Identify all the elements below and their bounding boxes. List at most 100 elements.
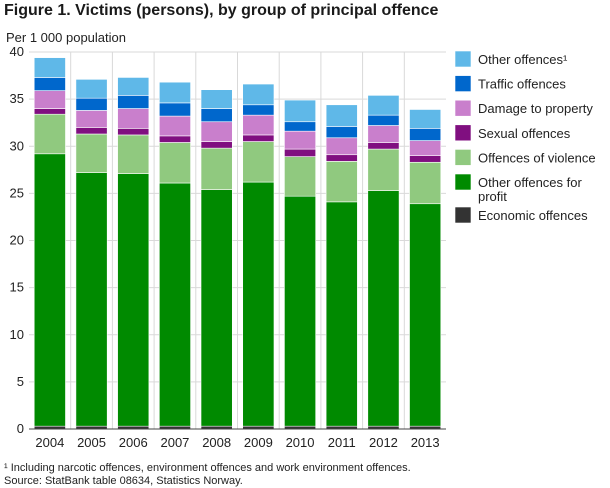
bar-segment [242, 181, 275, 427]
bar-stack-2013 [409, 109, 442, 430]
footnote: ¹ Including narcotic offences, environme… [4, 462, 411, 474]
bar-segment [242, 83, 275, 106]
bar-segment [75, 110, 108, 128]
bar-segment [242, 134, 275, 142]
x-tick-label: 2008 [202, 435, 231, 450]
legend-item: Economic offences [454, 206, 588, 224]
legend-label: Other offences for profit [478, 175, 582, 204]
y-tick-label: 20 [10, 233, 24, 248]
bar-segment [159, 102, 191, 117]
legend-label: Damage to property [478, 101, 593, 116]
legend-item: Damage to property [454, 99, 593, 117]
bar-segment [117, 95, 150, 109]
stacked-bars [33, 57, 442, 430]
bar-segment [117, 134, 150, 174]
legend-label: Sexual offences [478, 126, 571, 141]
chart-title: Figure 1. Victims (persons), by group of… [4, 2, 439, 19]
legend-swatch [454, 173, 472, 191]
bar-segment [200, 141, 233, 149]
x-tick-label: 2006 [119, 435, 148, 450]
bar-stack-2010 [284, 99, 316, 430]
bar-segment [284, 99, 316, 123]
x-tick-label: 2011 [328, 435, 356, 450]
bar-segment [159, 182, 191, 427]
bar-segment [242, 104, 275, 116]
bar-segment [242, 141, 275, 183]
legend-label: Traffic offences [478, 77, 566, 92]
x-tick-label: 2013 [411, 435, 440, 450]
bar-segment [242, 114, 275, 136]
bar-segment [159, 135, 191, 143]
bar-segment [33, 77, 66, 91]
bar-segment [75, 79, 108, 99]
legend-label: Other offences¹ [478, 52, 568, 67]
bar-segment [409, 128, 442, 141]
bar-stack-2008 [200, 89, 233, 430]
bar-segment [409, 109, 442, 129]
x-tick-label: 2012 [369, 435, 398, 450]
legend-swatch [454, 50, 472, 68]
bar-segment [367, 95, 400, 116]
bar-segment [367, 148, 400, 191]
source-note: Source: StatBank table 08634, Statistics… [4, 475, 243, 487]
bar-segment [200, 189, 233, 427]
bar-segment [284, 156, 316, 197]
bar-segment [200, 108, 233, 123]
bar-stack-2007 [159, 81, 191, 430]
bar-segment [409, 203, 442, 427]
legend: Other offences¹ Traffic offences Damage to… [454, 50, 596, 224]
bar-segment [33, 108, 66, 115]
bar-stack-2012 [367, 95, 400, 430]
bar-segment [75, 133, 108, 173]
bar-stack-2004 [33, 57, 66, 430]
x-tick-label: 2007 [160, 435, 189, 450]
legend-item: Offences of violence [454, 149, 596, 166]
bar-segment [284, 130, 316, 150]
bar-segment [75, 172, 108, 427]
bar-segment [117, 173, 150, 427]
bar-segment [325, 201, 358, 427]
legend-item: Sexual offences [454, 124, 571, 142]
bar-segment [200, 121, 233, 142]
legend-item: Other offences for profit [454, 173, 582, 204]
y-tick-label: 40 [10, 44, 24, 59]
bar-segment [159, 81, 191, 104]
legend-swatch [454, 75, 472, 92]
bar-stack-2005 [75, 79, 108, 430]
bar-segment [284, 121, 316, 132]
x-tick-label: 2009 [244, 435, 273, 450]
bar-segment [409, 161, 442, 205]
legend-item: Traffic offences [454, 75, 566, 92]
bar-segment [367, 142, 400, 150]
bar-segment [159, 115, 191, 137]
bar-segment [200, 147, 233, 190]
bar-segment [33, 113, 66, 155]
bar-segment [367, 125, 400, 143]
legend-swatch [454, 149, 472, 166]
legend-swatch [454, 206, 472, 224]
x-tick-label: 2004 [35, 435, 64, 450]
bar-segment [325, 137, 358, 156]
bar-segment [33, 153, 66, 427]
bar-segment [409, 155, 442, 163]
y-tick-label: 15 [10, 280, 24, 295]
y-tick-label: 30 [10, 138, 24, 153]
bar-segment [117, 128, 150, 136]
legend-label: Economic offences [478, 208, 588, 223]
bar-segment [409, 140, 442, 156]
bar-stack-2011 [325, 104, 358, 430]
legend-item: Other offences¹ [454, 50, 568, 68]
bar-segment [325, 126, 358, 139]
legend-label: Offences of violence [478, 150, 596, 165]
bar-segment [75, 127, 108, 135]
bar-segment [200, 89, 233, 109]
bar-segment [367, 190, 400, 427]
axes: 0 5 10 15 20 25 30 35 40 2004 2005 2006 2007 2008 2009… [10, 44, 446, 450]
bar-segment [284, 148, 316, 157]
bar-segment [325, 104, 358, 127]
legend-swatch [454, 99, 472, 117]
bar-stack-2006 [117, 77, 150, 430]
bar-segment [325, 161, 358, 203]
x-tick-label: 2010 [286, 435, 315, 450]
